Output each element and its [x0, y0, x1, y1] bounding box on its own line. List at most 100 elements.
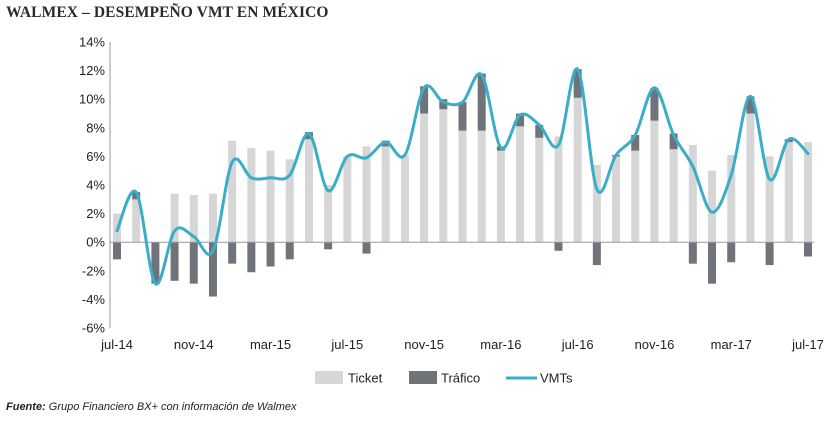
y-tick-label: -6%: [82, 321, 106, 336]
trafico-bar: [804, 242, 812, 257]
bars-layer: [113, 69, 812, 297]
x-axis-ticks: jul-14 nov-14 mar-15 jul-15 nov-15 mar-16 jul-…: [100, 337, 824, 352]
trafico-bar: [727, 242, 736, 263]
legend-ticket-swatch: [315, 371, 343, 384]
trafico-bar: [516, 113, 525, 127]
y-tick-label: 2%: [86, 206, 105, 221]
trafico-bar: [439, 99, 448, 110]
ticket-bar: [688, 144, 697, 243]
x-tick-label: jul-14: [100, 337, 133, 352]
trafico-bar: [458, 102, 467, 131]
x-tick-label: jul-16: [561, 337, 594, 352]
ticket-bar: [420, 113, 429, 243]
ticket-bar: [592, 164, 601, 243]
ticket-bar: [381, 146, 390, 243]
x-tick-label: jul-17: [791, 337, 824, 352]
ticket-bar: [189, 195, 198, 243]
ticket-bar: [132, 199, 141, 243]
ticket-bar: [266, 150, 275, 243]
trafico-bar: [650, 87, 659, 121]
y-tick-label: 4%: [86, 178, 105, 193]
trafico-bar: [573, 69, 582, 98]
trafico-bar: [592, 242, 601, 266]
x-tick-label: nov-16: [635, 337, 675, 352]
ticket-bar: [784, 142, 793, 243]
ticket-bar: [496, 150, 505, 243]
ticket-bar: [669, 149, 678, 243]
legend-trafico-label: Tráfico: [441, 371, 480, 386]
trafico-bar: [228, 242, 237, 264]
y-tick-label: 8%: [86, 120, 105, 135]
trafico-bar: [285, 242, 294, 260]
ticket-bar: [535, 137, 544, 243]
ticket-bar: [516, 126, 525, 243]
ticket-bar: [400, 154, 409, 243]
source-text: Grupo Financiero BX+ con información de …: [48, 401, 297, 413]
y-tick-label: 10%: [79, 92, 105, 107]
trafico-bar: [631, 134, 640, 151]
trafico-bar: [266, 242, 275, 267]
ticket-bar: [285, 159, 294, 243]
trafico-bar: [669, 133, 678, 150]
ticket-bar: [477, 130, 486, 243]
x-tick-label: mar-16: [480, 337, 521, 352]
trafico-bar: [170, 242, 179, 281]
legend: Ticket Tráfico VMTs: [315, 371, 573, 386]
trafico-bar: [420, 86, 429, 114]
y-tick-label: 12%: [79, 63, 105, 78]
ticket-bar: [612, 156, 621, 243]
trafico-bar: [688, 242, 697, 264]
ticket-bar: [554, 136, 563, 243]
y-tick-label: 14%: [79, 35, 105, 50]
trafico-bar: [324, 242, 333, 250]
trafico-bar: [208, 242, 217, 297]
legend-ticket-label: Ticket: [348, 371, 383, 386]
trafico-bar: [247, 242, 256, 273]
x-tick-label: nov-15: [404, 337, 444, 352]
y-tick-label: -2%: [82, 263, 106, 278]
y-axis-ticks: 14% 12% 10% 8% 6% 4% 2% 0% -2% -4% -6%: [79, 35, 105, 336]
y-tick-label: -4%: [82, 292, 106, 307]
axes-layer: [109, 42, 814, 328]
ticket-bar: [324, 185, 333, 243]
ticket-bar: [573, 97, 582, 243]
ticket-bar: [727, 154, 736, 243]
ticket-bar: [631, 150, 640, 243]
y-tick-label: 6%: [86, 149, 105, 164]
ticket-bar: [746, 113, 755, 243]
trafico-bar: [362, 242, 371, 254]
legend-trafico-swatch: [409, 371, 437, 384]
y-tick-label: 0%: [86, 235, 105, 250]
source-label: Fuente:: [6, 401, 46, 413]
x-tick-label: nov-14: [174, 337, 214, 352]
ticket-bar: [458, 130, 467, 243]
ticket-bar: [362, 146, 371, 243]
trafico-bar: [535, 124, 544, 138]
trafico-bar: [304, 132, 313, 140]
ticket-bar: [247, 147, 256, 243]
ticket-bar: [765, 156, 774, 243]
trafico-bar: [477, 73, 486, 131]
trafico-bar: [189, 242, 198, 284]
trafico-bar: [113, 242, 121, 260]
x-tick-label: mar-17: [711, 337, 752, 352]
x-tick-label: jul-15: [330, 337, 363, 352]
trafico-bar: [151, 242, 160, 284]
trafico-bar: [746, 96, 755, 114]
ticket-bar: [228, 140, 237, 243]
x-tick-label: mar-15: [250, 337, 291, 352]
ticket-bar: [708, 170, 717, 243]
trafico-bar: [554, 242, 563, 251]
ticket-bar: [208, 193, 217, 243]
ticket-bar: [804, 142, 812, 243]
chart-title: WALMEX – DESEMPEÑO VMT EN MÉXICO: [6, 4, 329, 21]
source-note: Fuente: Grupo Financiero BX+ con informa…: [6, 401, 297, 413]
ticket-bar: [343, 156, 352, 243]
ticket-bar: [439, 109, 448, 243]
legend-vmts-label: VMTs: [540, 371, 573, 386]
ticket-bar: [650, 120, 659, 243]
trafico-bar: [708, 242, 717, 284]
vmts-line: [115, 67, 810, 286]
trafico-bar: [765, 242, 774, 266]
